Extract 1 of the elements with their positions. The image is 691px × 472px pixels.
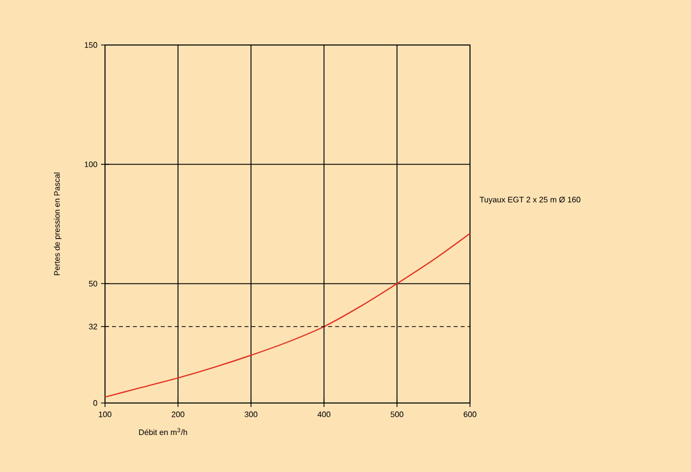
line-series <box>104 232 471 398</box>
